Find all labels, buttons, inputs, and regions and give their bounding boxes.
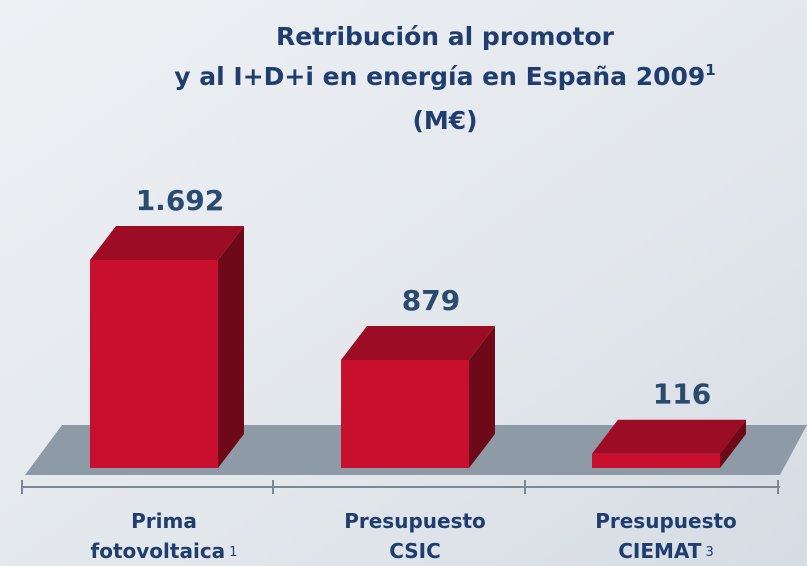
x-tick-label: Presupuesto CIEMAT 3 <box>595 509 737 563</box>
bar-top <box>90 226 244 260</box>
bar-side <box>218 226 244 468</box>
label-line: Presupuesto <box>595 509 737 533</box>
bar-side <box>720 419 746 468</box>
x-tick-label: Prima fotovoltaica 1 <box>91 509 238 563</box>
bar <box>592 453 720 468</box>
bar-top <box>592 419 746 454</box>
label-line: CSIC <box>389 539 441 563</box>
bar <box>341 359 469 468</box>
label-line: CIEMAT <box>618 539 702 563</box>
label-note: 3 <box>705 545 713 560</box>
label-line: fotovoltaica <box>91 539 226 563</box>
label-line: Presupuesto <box>344 509 486 533</box>
chart-title: Retribución al promotor <box>276 22 615 51</box>
title-note: 1 <box>705 61 715 79</box>
chart-title: y al I+D+i en energía en España 20091 <box>174 61 715 92</box>
data-label: 116 <box>653 378 711 411</box>
bar-side <box>469 325 495 468</box>
data-label: 1.692 <box>136 184 225 217</box>
bar <box>90 260 218 468</box>
data-label: 879 <box>402 284 460 317</box>
bar-top <box>341 325 495 360</box>
chart-subtitle: (M€) <box>412 106 477 135</box>
x-tick-label: Presupuesto CSIC <box>344 509 486 563</box>
label-line: Prima <box>131 509 197 533</box>
label-note: 1 <box>229 545 237 560</box>
title-line: y al I+D+i en energía en España 2009 <box>174 62 705 91</box>
